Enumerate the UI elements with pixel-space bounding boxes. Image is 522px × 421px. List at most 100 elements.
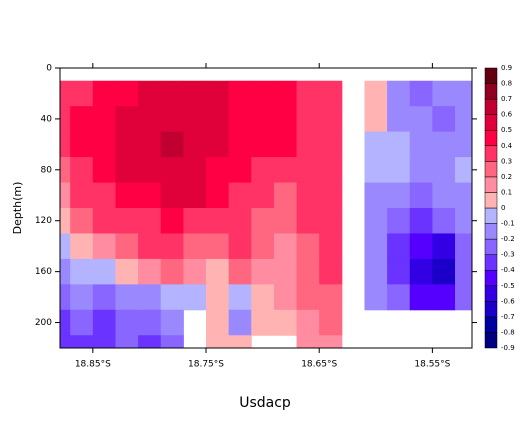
cell: [455, 106, 472, 133]
cell: [319, 284, 343, 311]
cell: [228, 80, 252, 107]
cell: [455, 233, 472, 260]
cell: [92, 208, 116, 234]
colorbar-label: -0.9: [501, 344, 515, 352]
cell: [92, 106, 116, 133]
cell: [138, 258, 162, 285]
cell: [206, 106, 230, 133]
cell: [432, 284, 456, 311]
cell: [409, 157, 433, 184]
cell: [160, 106, 184, 133]
cell: [60, 106, 71, 133]
cell: [455, 208, 472, 234]
x-tick-label: 18.55°S: [414, 360, 450, 370]
cell: [138, 309, 162, 336]
cell: [296, 106, 320, 133]
y-tick-label: 200: [35, 318, 52, 328]
chart-title: Usdacp: [239, 395, 291, 411]
cell: [296, 80, 320, 107]
cell: [319, 309, 343, 336]
cell: [387, 131, 411, 158]
cell: [138, 233, 162, 260]
cell: [364, 208, 388, 234]
cell: [138, 335, 162, 348]
cell: [60, 284, 71, 311]
cell: [296, 208, 320, 234]
cell: [296, 258, 320, 285]
cell: [60, 335, 71, 348]
cell: [273, 258, 298, 285]
cell: [409, 233, 433, 260]
cell: [409, 80, 433, 107]
colorbar-label: 0.5: [501, 126, 512, 134]
cell: [387, 208, 411, 234]
cell: [319, 233, 343, 260]
cell: [273, 157, 298, 184]
cell: [60, 182, 71, 209]
cell: [251, 258, 275, 285]
cell: [251, 309, 275, 336]
colorbar-label: 0: [501, 204, 505, 212]
y-tick-label: 40: [41, 114, 53, 124]
cell: [296, 182, 320, 209]
cell: [60, 131, 71, 158]
cell: [115, 106, 139, 133]
cell: [160, 157, 184, 184]
cell: [228, 233, 252, 260]
cell: [432, 157, 456, 184]
cell: [60, 80, 71, 107]
cell: [387, 80, 411, 107]
cell: [138, 131, 162, 158]
cell: [138, 284, 162, 311]
cell: [206, 80, 230, 107]
cell: [115, 233, 139, 260]
cell: [228, 335, 252, 348]
cell: [273, 233, 298, 260]
cell: [70, 258, 94, 285]
colorbar-label: 0.9: [501, 64, 512, 72]
colorbar-swatch: [484, 129, 498, 147]
cell: [92, 284, 116, 311]
cell: [60, 157, 71, 184]
cell: [138, 182, 162, 209]
cell: [160, 233, 184, 260]
cell: [455, 80, 472, 107]
cell: [60, 258, 71, 285]
x-tick-label: 18.65°S: [301, 360, 337, 370]
cell: [160, 182, 184, 209]
cell: [296, 309, 320, 336]
colorbar-swatch: [484, 332, 498, 349]
cell: [364, 233, 388, 260]
cell: [92, 233, 116, 260]
colorbar-label: 0.4: [501, 142, 513, 150]
colorbar-swatch: [484, 285, 498, 302]
cell: [296, 157, 320, 184]
colorbar-swatch: [484, 254, 498, 271]
cell: [432, 233, 456, 260]
cell: [70, 80, 94, 107]
cell: [206, 131, 230, 158]
cell: [115, 335, 139, 348]
colorbar-swatch: [484, 67, 498, 84]
cell: [228, 258, 252, 285]
cell: [251, 233, 275, 260]
cell: [70, 182, 94, 209]
colorbar-swatch: [484, 223, 498, 240]
cell: [183, 284, 207, 311]
cell: [273, 106, 298, 133]
cell: [319, 106, 343, 133]
cell: [60, 208, 71, 234]
cell: [273, 80, 298, 107]
cell: [138, 157, 162, 184]
cell: [432, 182, 456, 209]
cell: [183, 258, 207, 285]
colorbar-swatch: [484, 238, 498, 255]
cell: [183, 80, 207, 107]
cell: [183, 208, 207, 234]
cell: [183, 106, 207, 133]
cell: [387, 284, 411, 311]
cell: [183, 182, 207, 209]
cell: [70, 335, 94, 348]
cell: [432, 131, 456, 158]
cell: [251, 106, 275, 133]
